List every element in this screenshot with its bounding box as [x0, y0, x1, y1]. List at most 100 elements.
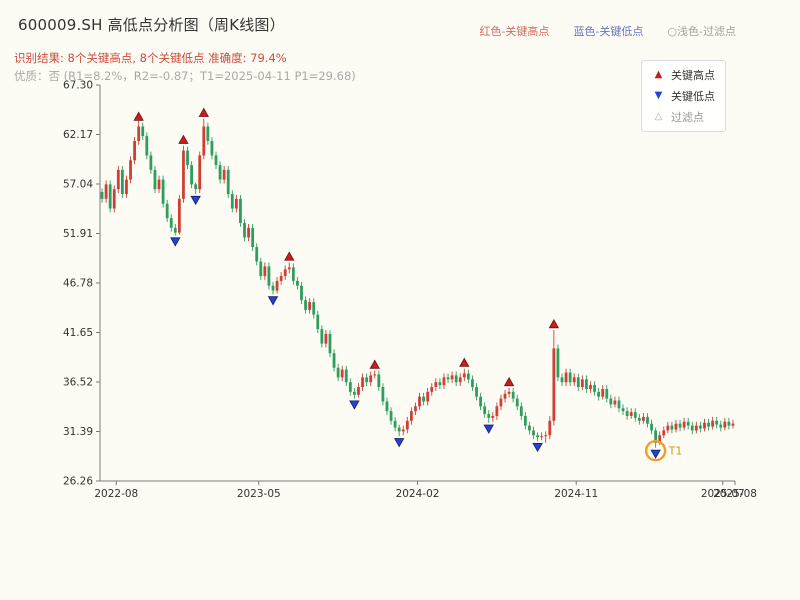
candle-body-down	[609, 398, 613, 405]
y-tick-label: 67.30	[63, 80, 93, 92]
candle-body-down	[255, 247, 259, 262]
candle-body-up	[198, 155, 202, 190]
key-high-marker	[133, 111, 144, 121]
candle-body-up	[458, 377, 462, 383]
candle-body-up	[247, 227, 250, 238]
candle-body-up	[222, 169, 226, 180]
candle-body-down	[466, 373, 470, 380]
candle-body-down	[165, 203, 169, 219]
x-tick-label: 2025-08	[713, 488, 757, 500]
candle-body-down	[320, 329, 324, 344]
candle-body-down	[243, 222, 246, 238]
candle-body-up	[202, 126, 206, 156]
candle-body-up	[723, 421, 727, 428]
candle-body-down	[251, 227, 255, 248]
candle-body-down	[120, 169, 124, 195]
key-high-marker	[369, 359, 380, 369]
candle-body-down	[707, 422, 710, 427]
candle-body-up	[666, 425, 670, 431]
candle-body-up	[357, 387, 360, 395]
candle-body-up	[430, 387, 434, 392]
candle-body-up	[234, 198, 238, 209]
legend-row-key-high: ▲ 关键高点	[652, 67, 715, 83]
candle-body-down	[654, 430, 658, 443]
candle-body-down	[560, 377, 564, 383]
candle-body-up	[507, 391, 511, 394]
candle-body-up	[369, 375, 373, 383]
candle-body-down	[556, 348, 560, 378]
key-high-marker	[548, 318, 560, 329]
candle-body-down	[291, 267, 295, 281]
y-tick-label: 62.17	[63, 129, 93, 141]
candle-body-down	[593, 385, 596, 392]
key-high-marker	[503, 376, 515, 387]
candle-body-up	[629, 412, 633, 416]
candle-body-down	[454, 375, 458, 383]
candle-body-down	[206, 126, 210, 141]
key-high-marker	[178, 134, 189, 144]
key-low-marker	[532, 442, 543, 453]
key-low-marker	[650, 449, 661, 459]
candle-body-up	[324, 333, 328, 344]
candle-body-down	[141, 126, 145, 137]
candle-body-down	[511, 391, 515, 399]
candle-body-up	[613, 400, 617, 405]
candle-body-up	[137, 126, 141, 141]
candle-body-up	[450, 375, 454, 380]
candle-body-down	[186, 150, 189, 166]
candle-body-down	[149, 155, 153, 170]
candle-body-up	[104, 184, 108, 199]
top-legend-key-low: 蓝色-关键低点	[573, 25, 644, 38]
candle-body-down	[230, 194, 234, 209]
candle-body-up	[548, 420, 552, 436]
candle-body-down	[389, 411, 393, 421]
candle-body-up	[409, 411, 413, 421]
candle-body-up	[182, 150, 185, 199]
candle-body-down	[475, 387, 478, 397]
candle-body-down	[519, 406, 523, 416]
candle-body-down	[568, 372, 572, 383]
candle-body-down	[108, 184, 112, 209]
candle-body-up	[442, 377, 446, 386]
key-low-marker	[267, 296, 279, 306]
y-tick-label: 41.65	[63, 327, 93, 339]
candle-body-down	[686, 421, 690, 426]
candle-body-down	[483, 406, 487, 415]
candle-body-down	[259, 261, 263, 277]
candle-body-down	[597, 391, 601, 397]
candle-body-up	[694, 425, 698, 431]
candle-body-up	[662, 430, 666, 436]
candle-body-down	[353, 391, 356, 395]
candle-body-down	[385, 401, 389, 412]
key-high-marker	[459, 357, 470, 367]
plot-legend: ▲ 关键高点 ▼ 关键低点 △ 过滤点	[641, 60, 726, 132]
top-legend-key-high: 红色-关键高点	[479, 25, 550, 38]
candle-body-down	[715, 420, 719, 425]
candle-body-down	[348, 382, 352, 392]
candle-body-down	[336, 367, 340, 378]
candle-body-up	[674, 423, 678, 430]
candle-body-down	[646, 416, 649, 424]
key-low-triangle-icon: ▼	[654, 90, 663, 101]
candle-body-down	[515, 398, 519, 407]
candle-body-down	[100, 192, 104, 199]
candle-body-down	[214, 155, 218, 166]
candle-body-up	[275, 280, 279, 291]
candle-body-down	[218, 165, 222, 180]
candle-body-down	[210, 140, 214, 156]
candle-body-up	[731, 423, 735, 426]
candle-body-up	[112, 189, 116, 209]
candle-body-down	[190, 165, 193, 185]
candle-body-down	[690, 425, 694, 431]
candle-body-down	[438, 382, 442, 386]
candle-body-down	[523, 415, 527, 426]
candle-body-down	[381, 387, 385, 402]
quality-metrics-text: 优质：否 (R1=8.2%，R2=-0.87；T1=2025-04-11 P1=…	[14, 69, 356, 83]
candle-body-up	[711, 420, 715, 427]
candle-body-up	[373, 374, 377, 376]
t1-circle-marker	[644, 440, 667, 462]
x-tick-label: 2023-05	[237, 488, 281, 500]
key-low-marker	[483, 424, 494, 434]
